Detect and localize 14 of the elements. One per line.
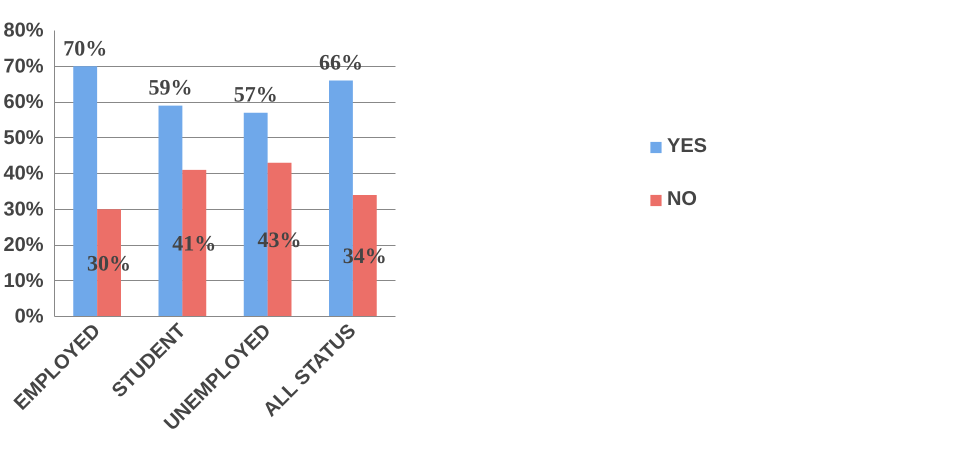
data-label: 59% xyxy=(148,74,192,100)
data-label: 70% xyxy=(63,35,108,60)
data-label: 57% xyxy=(234,82,278,107)
y-tick-label: 30% xyxy=(3,198,44,220)
y-tick-label: 70% xyxy=(3,55,44,78)
y-tick-label: 50% xyxy=(3,126,44,149)
y-tick-label: 60% xyxy=(3,91,44,113)
y-tick-label: 20% xyxy=(3,234,44,256)
y-tick-label: 0% xyxy=(14,306,44,328)
legend-label: YES xyxy=(666,135,708,158)
y-tick-label: 40% xyxy=(3,162,44,184)
y-tick-label: 80% xyxy=(3,20,44,42)
legend-label: NO xyxy=(666,188,697,211)
y-tick-label: 10% xyxy=(3,270,44,292)
